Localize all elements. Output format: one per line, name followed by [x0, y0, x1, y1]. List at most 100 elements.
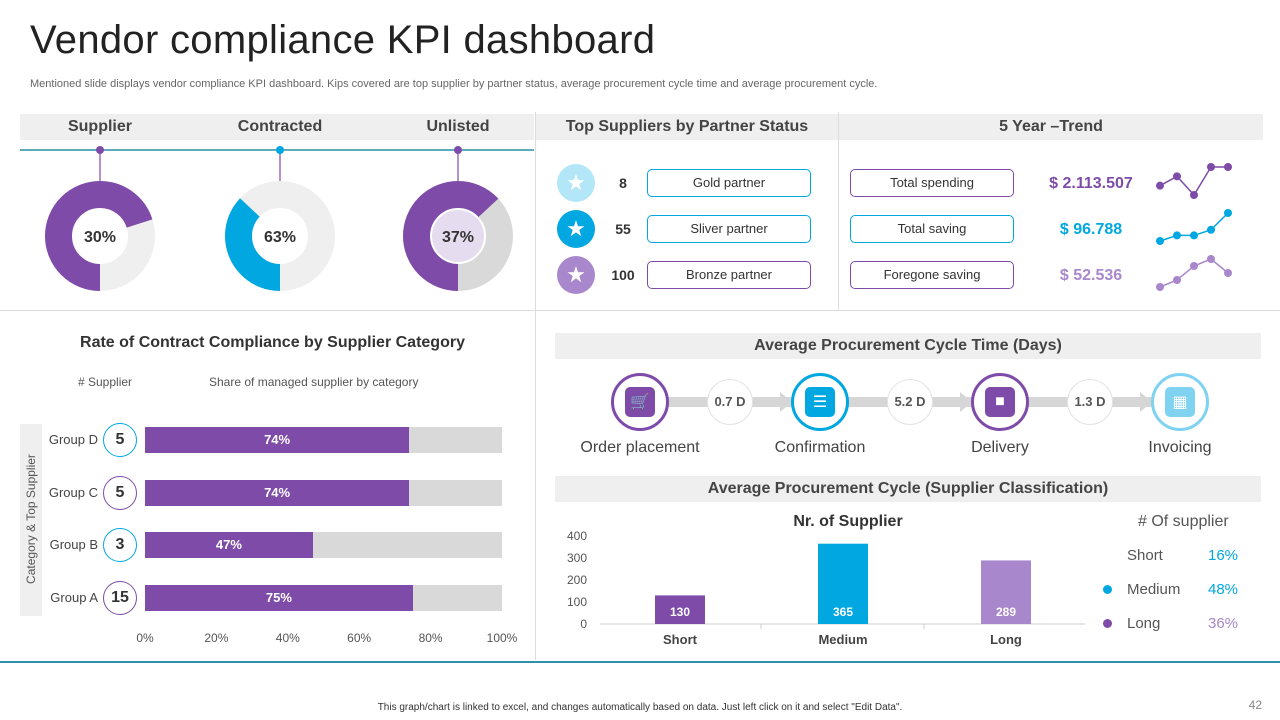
cycle-step-label: Confirmation [774, 439, 866, 456]
compliance-category-label: Group B [49, 537, 98, 552]
cycle-arrow-head [960, 392, 972, 412]
divider-vertical-left [535, 112, 536, 660]
sparkline-point [1190, 191, 1198, 199]
legend-percent: 16% [1208, 547, 1239, 564]
compliance-category-label: Group A [50, 589, 98, 605]
cycle-step-invoicing: ▦ [1151, 373, 1209, 431]
cycle-step-order-placement: 🛒 [611, 373, 669, 431]
supplier-count-badge: 3 [103, 528, 137, 562]
legend-dot [1103, 619, 1112, 628]
compliance-tick: 80% [418, 631, 443, 645]
sparkline-point [1190, 231, 1198, 240]
compliance-col-share: Share of managed supplier by category [209, 375, 419, 389]
trend-metric-label: Foregone saving [850, 261, 1014, 289]
supplier-count-badge: 5 [103, 423, 137, 457]
trend-metric-value: $ 52.536 [1059, 267, 1123, 284]
sparkline-point [1173, 276, 1181, 284]
compliance-title: Rate of Contract Compliance by Supplier … [80, 334, 465, 351]
sparkline-point [1224, 209, 1232, 217]
legend-name: Medium [1127, 581, 1181, 598]
divider-vertical-right [838, 112, 839, 310]
sparkline-point [1207, 255, 1215, 263]
sparkline-point [1173, 231, 1181, 240]
compliance-bar: 74% [145, 479, 410, 506]
supplier-chart-title: Nr. of Supplier [793, 513, 903, 530]
compliance-tick: 100% [486, 631, 518, 645]
compliance-tick: 60% [347, 631, 372, 645]
trend-metric-value: $ 2.113.507 [1049, 175, 1133, 192]
compliance-bar: 75% [145, 584, 413, 611]
cycle-duration: 1.3 D [1067, 379, 1113, 425]
trend-sparkline [1156, 209, 1232, 245]
cycle-step-confirmation: ☰ [791, 373, 849, 431]
compliance-axis-bg [20, 424, 42, 616]
legend-percent: 36% [1208, 615, 1239, 632]
donut-label-supplier: Supplier [67, 118, 132, 135]
cycle-arrow-head [1140, 392, 1152, 412]
supplier-bar-chart: 0 100 200 300 400 130 Short 365 Medium 289 Long [567, 529, 1085, 647]
donut-charts: 30% 63% 37% [20, 146, 534, 291]
trend-sparkline [1156, 255, 1232, 291]
sparkline-point [1156, 237, 1164, 245]
legend-title: # Of supplier [1138, 513, 1229, 530]
star-icon: ★ [557, 256, 595, 294]
donut-contracted: 63% [225, 146, 335, 291]
donut-value: 30% [84, 229, 116, 246]
donut-arc [45, 181, 155, 291]
legend-percent: 48% [1208, 581, 1239, 598]
supplier-category-label: Medium [818, 632, 867, 647]
y-tick-label: 0 [580, 617, 587, 631]
compliance-bar: 74% [145, 427, 410, 453]
partner-count: 8 [619, 175, 627, 191]
compliance-axis-label: Category & Top Supplier [24, 454, 38, 584]
supplier-count-badge: 15 [103, 580, 137, 615]
legend-name: Short [1127, 547, 1163, 564]
supplier-bar-value: 130 [670, 605, 690, 619]
partner-count: 55 [615, 221, 631, 237]
donut-value: 37% [442, 229, 474, 246]
sparkline-point [1224, 269, 1232, 277]
supplier-bar-short [655, 595, 705, 624]
cycle-step-label: Delivery [971, 439, 1029, 456]
top-suppliers-header: Top Suppliers by Partner Status [536, 114, 838, 140]
sparkline-point [1156, 283, 1164, 291]
compliance-tick: 20% [204, 631, 229, 645]
donut-label-contracted: Contracted [237, 118, 323, 135]
compliance-category-label: Group C [48, 484, 98, 500]
supplier-count-badge: 5 [103, 475, 137, 510]
truck-icon: ■ [985, 387, 1015, 417]
cycle-duration: 5.2 D [887, 379, 933, 425]
y-tick-label: 400 [567, 529, 587, 543]
compliance-tick: 0% [136, 631, 154, 645]
donut-arc [403, 181, 513, 291]
donut-unlisted: 37% [403, 146, 513, 291]
y-tick-label: 300 [567, 551, 587, 565]
donut-header-bar [20, 114, 534, 140]
page-subtitle: Mentioned slide displays vendor complian… [30, 78, 878, 90]
cycle-arrow-head [780, 392, 792, 412]
divider-horizontal [0, 310, 1280, 311]
page-number: 42 [1248, 698, 1262, 712]
trend-sparkline [1156, 163, 1232, 199]
compliance-category-label: Group D [48, 432, 98, 447]
supplier-category-label: Long [990, 632, 1022, 647]
sparkline-point [1156, 181, 1164, 190]
order-icon: 🛒 [625, 387, 655, 417]
page-title: Vendor compliance KPI dashboard [30, 18, 656, 62]
y-tick-label: 200 [567, 573, 587, 587]
sparkline-point [1224, 163, 1232, 171]
sparkline-point [1207, 163, 1215, 171]
sparkline-point [1173, 172, 1181, 181]
y-tick-label: 100 [567, 595, 587, 609]
compliance-bar: 47% [145, 532, 313, 558]
legend-dot [1103, 585, 1112, 594]
trend-metric-label: Total spending [850, 169, 1014, 197]
trend-header: 5 Year –Trend [839, 114, 1263, 140]
compliance-tick: 40% [275, 631, 300, 645]
sparkline-point [1190, 262, 1198, 270]
partner-status-label: Bronze partner [647, 261, 811, 289]
cycle-time-header: Average Procurement Cycle Time (Days) [555, 333, 1261, 359]
cycle-class-header: Average Procurement Cycle (Supplier Clas… [555, 476, 1261, 502]
document-icon: ☰ [805, 387, 835, 417]
partner-status-label: Sliver partner [647, 215, 811, 243]
